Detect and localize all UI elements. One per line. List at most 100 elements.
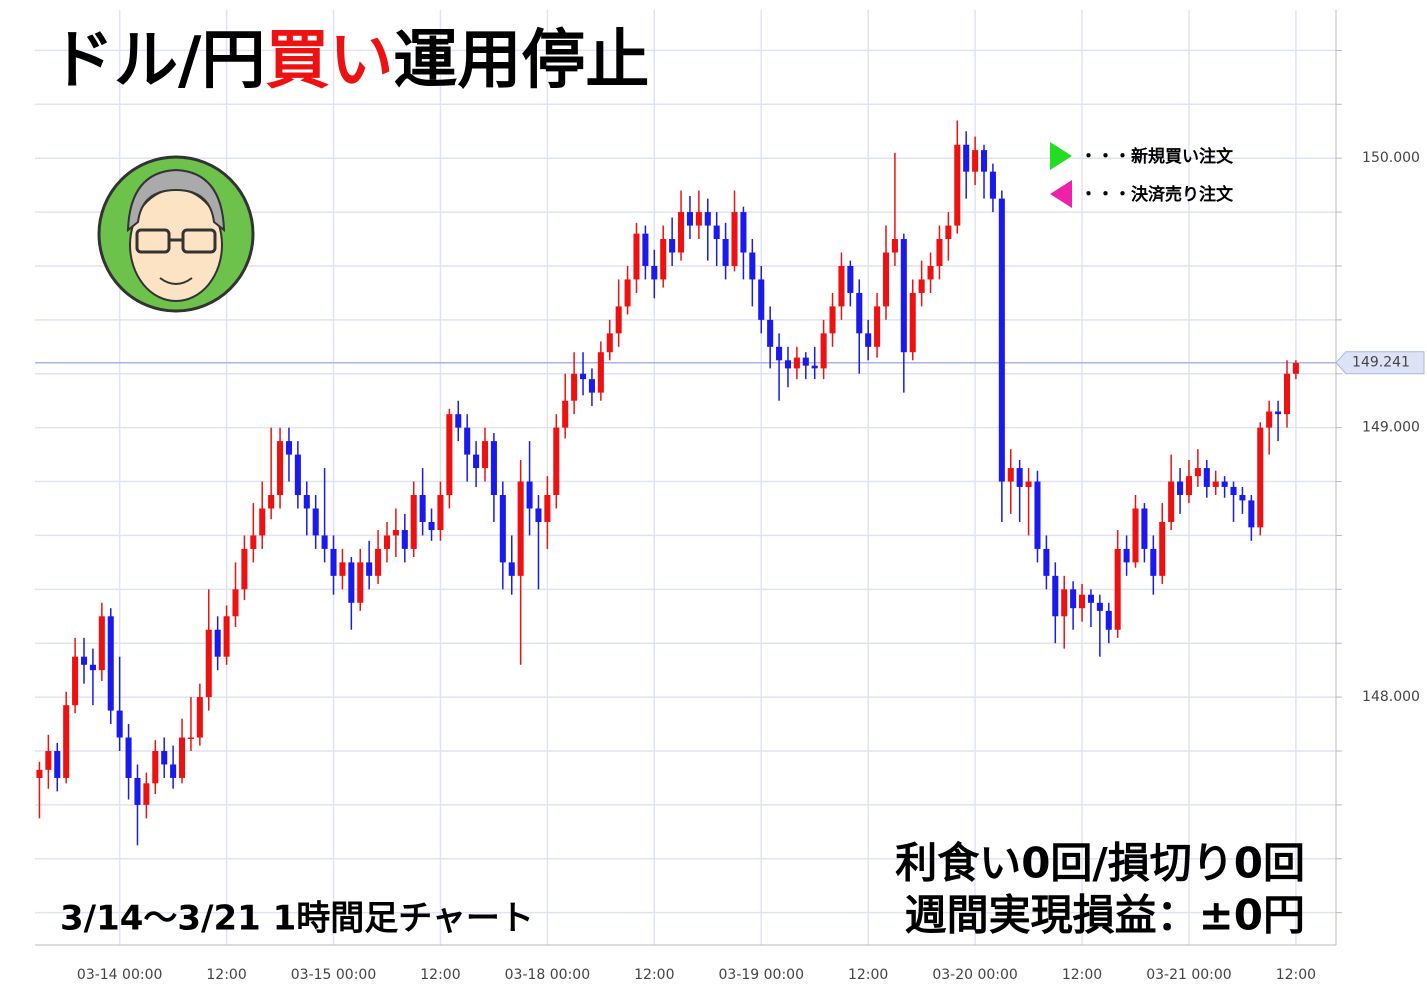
candle-body	[669, 239, 676, 253]
candle-body	[1212, 481, 1219, 487]
candle-body	[1052, 575, 1059, 617]
candle-body	[428, 521, 435, 531]
candle-body	[54, 750, 61, 778]
candle-body	[1168, 481, 1175, 522]
candle-body	[1043, 548, 1050, 576]
candle-body	[294, 454, 301, 496]
candle-body	[802, 357, 809, 366]
candle-body	[847, 265, 854, 293]
candle-body	[277, 441, 284, 496]
candle-body	[375, 548, 382, 576]
candle-body	[918, 279, 925, 293]
legend-text: ・・・新規買い注文	[1080, 146, 1234, 167]
candle-body	[678, 212, 685, 253]
x-tick-label: 03-19 00:00	[719, 967, 804, 983]
x-tick-label: 03-21 00:00	[1146, 967, 1231, 983]
candle-body	[1159, 521, 1166, 576]
period-label: 3/14〜3/21 1時間足チャート	[60, 899, 534, 939]
candle-body	[972, 150, 979, 172]
candle-body	[1034, 481, 1041, 549]
candle-body	[927, 265, 934, 280]
candle-body	[838, 265, 845, 307]
candle-body	[116, 710, 123, 738]
candle-body	[998, 198, 1005, 482]
candle-body	[1061, 589, 1068, 617]
candle-body	[660, 239, 667, 280]
candle-body	[704, 212, 711, 226]
candle-body	[1230, 486, 1237, 496]
avatar	[97, 155, 255, 313]
candle-body	[865, 333, 872, 347]
x-tick-label: 03-15 00:00	[291, 967, 376, 983]
candle-body	[722, 239, 729, 266]
candle-body	[1283, 373, 1291, 415]
candle-body	[820, 333, 827, 369]
candle-body	[1079, 594, 1086, 609]
candle-body	[80, 656, 88, 665]
candle-body	[1257, 427, 1264, 528]
x-tick-label: 12:00	[848, 967, 888, 983]
candles	[36, 120, 1299, 846]
x-tick-label: 12:00	[206, 967, 246, 983]
candle-body	[1248, 500, 1255, 528]
candle-body	[517, 481, 524, 576]
candle-body	[481, 441, 489, 469]
candle-body	[392, 530, 399, 536]
candle-body	[285, 441, 292, 455]
candle-body	[72, 656, 79, 706]
candle-body	[63, 705, 70, 778]
x-tick-label: 12:00	[1276, 967, 1316, 983]
candle-body	[776, 346, 783, 361]
x-tick-label: 12:00	[1062, 967, 1102, 983]
candle-body	[187, 737, 194, 740]
candle-body	[571, 373, 578, 401]
candle-body	[1123, 548, 1130, 563]
candle-body	[579, 373, 587, 380]
candle-body	[1096, 602, 1103, 611]
legend-marker	[1050, 142, 1072, 170]
candle-body	[606, 333, 613, 353]
candle-body	[1203, 468, 1210, 487]
candle-body	[473, 454, 480, 469]
candle-body	[829, 306, 836, 334]
candle-body	[963, 144, 970, 172]
candle-body	[214, 629, 221, 657]
candle-body	[152, 750, 159, 784]
candle-body	[686, 212, 693, 226]
candle-body	[811, 365, 818, 369]
x-tick-label: 03-18 00:00	[505, 967, 590, 983]
candle-body	[179, 737, 186, 778]
candle-body	[731, 212, 738, 266]
candle-body	[259, 508, 266, 536]
candle-body	[89, 664, 96, 671]
candle-body	[383, 535, 391, 549]
candle-body	[526, 481, 533, 509]
current-price-label: 149.241	[1352, 355, 1410, 371]
candle-body	[1132, 508, 1139, 563]
candle-body	[597, 352, 604, 393]
candle-body	[624, 279, 631, 307]
candle-body	[348, 562, 355, 603]
candle-body	[143, 783, 150, 805]
candle-body	[1292, 362, 1299, 374]
candle-body	[366, 562, 373, 576]
candle-body	[490, 441, 497, 496]
current-price-box	[1335, 351, 1425, 375]
candle-body	[784, 360, 792, 369]
legend-text: ・・・決済売り注文	[1080, 184, 1234, 205]
candle-body	[36, 769, 43, 778]
candle-body	[125, 737, 132, 778]
candle-body	[499, 495, 506, 563]
candle-body	[98, 616, 105, 671]
x-tick-label: 12:00	[420, 967, 460, 983]
candle-body	[321, 535, 328, 549]
candle-body	[312, 508, 319, 536]
candle-body	[749, 252, 756, 280]
y-tick-label: 150.000	[1362, 150, 1420, 166]
candle-body	[196, 697, 203, 738]
candle-body	[45, 750, 52, 770]
candle-body	[856, 292, 863, 334]
candle-body	[1007, 468, 1014, 482]
candle-body	[767, 319, 774, 347]
candle-body	[303, 495, 310, 509]
